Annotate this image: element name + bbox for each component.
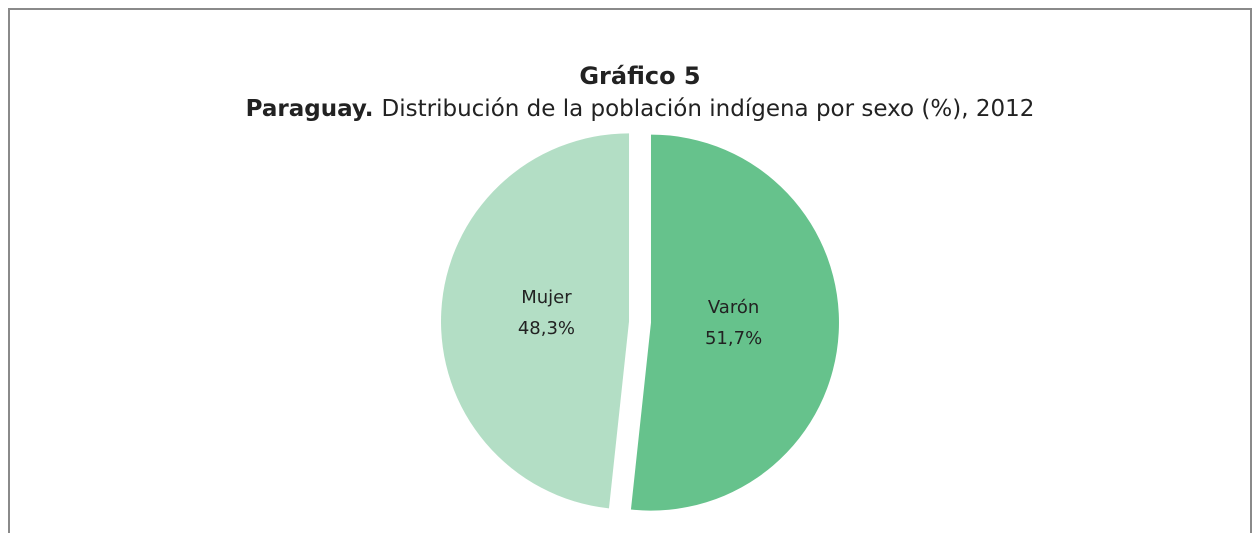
- slice-value: 51,7%: [705, 328, 762, 349]
- frame: [8, 8, 1252, 533]
- pie-slice: [441, 133, 630, 509]
- slice-label: Mujer: [521, 287, 572, 308]
- chart-subtitle: Paraguay. Distribución de la población in…: [246, 96, 1035, 122]
- slice-value: 48,3%: [518, 318, 575, 339]
- pie-slice: [630, 134, 839, 511]
- subtitle-bold: Paraguay.: [246, 96, 374, 122]
- subtitle-text: Distribución de la población indígena po…: [382, 96, 1035, 122]
- slice-label: Varón: [708, 297, 759, 318]
- chart-title: Gráfico 5: [579, 62, 700, 90]
